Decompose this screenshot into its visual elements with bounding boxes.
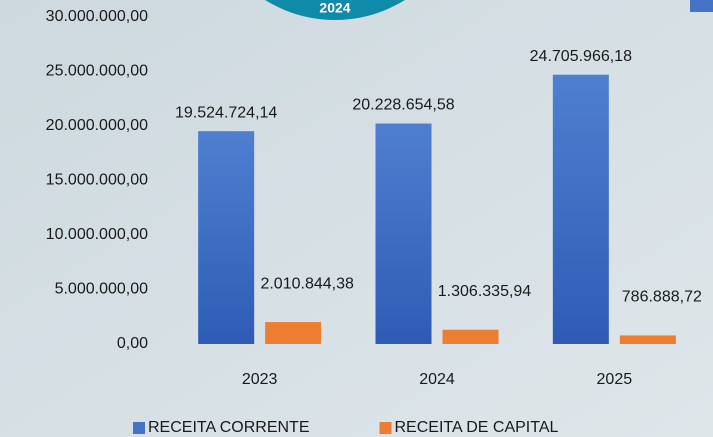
legend-swatch <box>380 422 392 434</box>
value-label: 786.888,72 <box>622 289 702 306</box>
badge-text: 2024 <box>319 0 350 16</box>
bar <box>443 330 499 344</box>
legend-label: RECEITA DE CAPITAL <box>395 419 559 436</box>
bar <box>265 322 321 344</box>
y-tick-label: 20.000.000,00 <box>46 117 148 134</box>
value-label: 24.705.966,18 <box>530 48 632 65</box>
y-tick-label: 5.000.000,00 <box>55 281 149 298</box>
corner-block <box>690 0 713 12</box>
y-tick-label: 0,00 <box>117 335 148 352</box>
bar <box>553 75 609 344</box>
x-tick-label: 2023 <box>242 371 278 388</box>
y-tick-label: 15.000.000,00 <box>46 172 148 189</box>
value-label: 2.010.844,38 <box>260 275 354 292</box>
legend-swatch <box>133 422 145 434</box>
y-tick-label: 30.000.000,00 <box>46 8 148 25</box>
y-tick-label: 10.000.000,00 <box>46 226 148 243</box>
x-tick-label: 2025 <box>597 371 633 388</box>
legend-label: RECEITA CORRENTE <box>148 419 310 436</box>
bar <box>620 335 676 344</box>
y-tick-label: 25.000.000,00 <box>46 63 148 80</box>
bar <box>376 124 432 344</box>
value-label: 20.228.654,58 <box>352 97 454 114</box>
value-label: 19.524.724,14 <box>175 104 277 121</box>
bar <box>198 131 254 344</box>
value-label: 1.306.335,94 <box>438 283 532 300</box>
chart: 2024 0,00 5.000.000,00 10.000.000,00 15.000… <box>0 0 713 437</box>
x-tick-label: 2024 <box>419 371 455 388</box>
